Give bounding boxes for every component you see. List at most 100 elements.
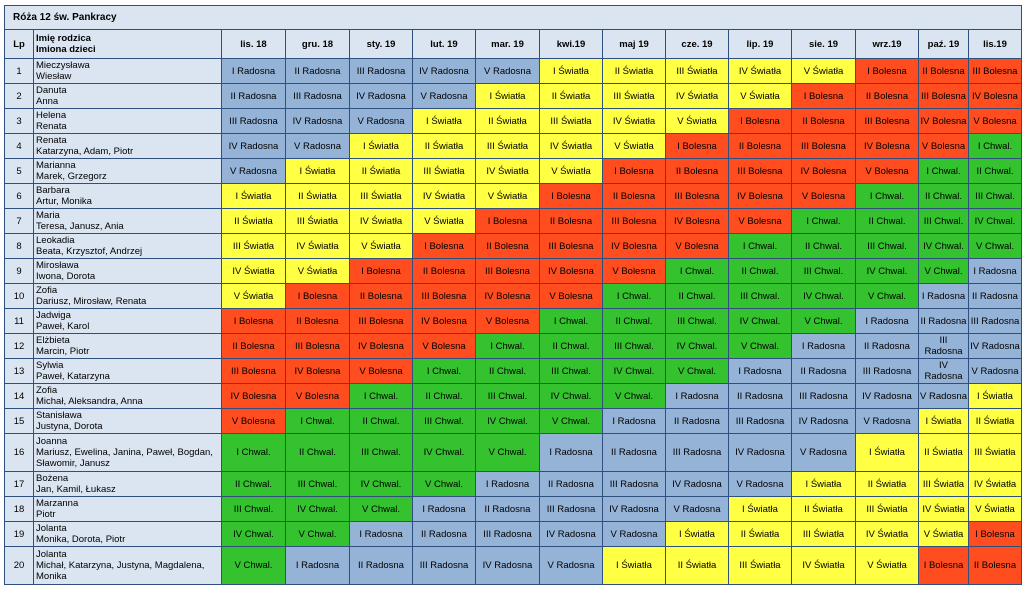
mystery-cell: II Chwal. bbox=[221, 471, 286, 497]
month-header: mar. 19 bbox=[475, 29, 540, 59]
mystery-cell: V Radosna bbox=[285, 133, 350, 159]
title-row: Róża 12 św. Pankracy bbox=[4, 5, 1022, 30]
mystery-cell: V Bolesna bbox=[221, 408, 286, 434]
mystery-cell: II Bolesna bbox=[221, 333, 286, 359]
parent-header: Imię rodzica bbox=[36, 33, 91, 44]
mystery-cell: III Radosna bbox=[665, 433, 729, 472]
mystery-cell: III Radosna bbox=[918, 333, 969, 359]
mystery-cell: IV Radosna bbox=[285, 108, 350, 134]
mystery-cell: II Bolesna bbox=[728, 133, 792, 159]
mystery-cell: I Światła bbox=[968, 383, 1022, 409]
mystery-cell: IV Chwal. bbox=[221, 521, 286, 547]
parent-name: Stanisława bbox=[36, 410, 82, 421]
parent-name: Jadwiga bbox=[36, 310, 71, 321]
mystery-cell: II Światła bbox=[918, 433, 969, 472]
mystery-cell: II Radosna bbox=[539, 471, 603, 497]
mystery-cell: V Bolesna bbox=[412, 333, 476, 359]
table-row: 20 Jolanta Michał, Katarzyna, Justyna, Mag… bbox=[4, 546, 1022, 585]
names-cell: Jolanta Michał, Katarzyna, Justyna, Magda… bbox=[33, 546, 222, 585]
mystery-cell: I Radosna bbox=[791, 333, 856, 359]
names-cell: Mieczysława Wiesław bbox=[33, 58, 222, 84]
mystery-cell: III Radosna bbox=[221, 108, 286, 134]
mystery-cell: I Radosna bbox=[665, 383, 729, 409]
row-number: 12 bbox=[4, 333, 34, 359]
mystery-cell: IV Radosna bbox=[968, 333, 1022, 359]
mystery-cell: IV Radosna bbox=[475, 546, 540, 585]
children-names: Michał, Aleksandra, Anna bbox=[36, 396, 143, 407]
parent-name: Sylwia bbox=[36, 360, 64, 371]
mystery-cell: III Chwal. bbox=[602, 333, 666, 359]
mystery-cell: V Radosna bbox=[602, 521, 666, 547]
names-cell: Joanna Mariusz, Ewelina, Janina, Paweł, B… bbox=[33, 433, 222, 472]
mystery-cell: III Światła bbox=[968, 433, 1022, 472]
mystery-cell: II Radosna bbox=[221, 83, 286, 109]
mystery-cell: II Chwal. bbox=[475, 358, 540, 384]
mystery-cell: III Światła bbox=[285, 208, 350, 234]
table-row: 4 Renata Katarzyna, Adam, Piotr IV Radosna V… bbox=[4, 133, 1022, 159]
mystery-cell: III Bolesna bbox=[791, 133, 856, 159]
mystery-cell: I Światła bbox=[475, 83, 540, 109]
mystery-cell: I Chwal. bbox=[412, 358, 476, 384]
mystery-cell: I Światła bbox=[602, 546, 666, 585]
parent-name: Bożena bbox=[36, 473, 69, 484]
names-cell: Danuta Anna bbox=[33, 83, 222, 109]
mystery-cell: III Światła bbox=[221, 233, 286, 259]
mystery-cell: III Radosna bbox=[728, 408, 792, 434]
mystery-cell: IV Chwal. bbox=[728, 308, 792, 334]
mystery-cell: III Chwal. bbox=[728, 283, 792, 309]
mystery-cell: I Radosna bbox=[412, 496, 476, 522]
parent-name: Danuta bbox=[36, 85, 67, 96]
mystery-cell: II Chwal. bbox=[791, 233, 856, 259]
mystery-cell: III Bolesna bbox=[539, 233, 603, 259]
mystery-cell: IV Światła bbox=[665, 83, 729, 109]
mystery-cell: II Chwal. bbox=[855, 208, 919, 234]
mystery-cell: II Radosna bbox=[918, 308, 969, 334]
mystery-cell: V Chwal. bbox=[475, 433, 540, 472]
mystery-cell: II Radosna bbox=[412, 521, 476, 547]
mystery-cell: V Bolesna bbox=[728, 208, 792, 234]
mystery-cell: V Chwal. bbox=[968, 233, 1022, 259]
mystery-cell: I Chwal. bbox=[968, 133, 1022, 159]
mystery-cell: IV Światła bbox=[285, 233, 350, 259]
mystery-cell: II Światła bbox=[539, 83, 603, 109]
parent-name: Jolanta bbox=[36, 523, 67, 534]
mystery-cell: I Radosna bbox=[539, 433, 603, 472]
mystery-cell: I Chwal. bbox=[475, 333, 540, 359]
mystery-cell: I Radosna bbox=[475, 471, 540, 497]
parent-name: Zofia bbox=[36, 385, 58, 396]
mystery-cell: IV Radosna bbox=[412, 58, 476, 84]
mystery-cell: III Radosna bbox=[602, 471, 666, 497]
mystery-cell: IV Światła bbox=[918, 496, 969, 522]
mystery-cell: II Bolesna bbox=[665, 158, 729, 184]
mystery-cell: IV Radosna bbox=[539, 521, 603, 547]
mystery-cell: IV Światła bbox=[968, 471, 1022, 497]
names-header: Imię rodzica Imiona dzieci bbox=[33, 29, 222, 59]
parent-name: Joanna bbox=[36, 436, 68, 447]
mystery-cell: V Bolesna bbox=[855, 158, 919, 184]
mystery-cell: II Światła bbox=[475, 108, 540, 134]
mystery-cell: II Chwal. bbox=[349, 408, 413, 434]
mystery-cell: V Chwal. bbox=[349, 496, 413, 522]
mystery-cell: IV Chwal. bbox=[918, 233, 969, 259]
row-number: 7 bbox=[4, 208, 34, 234]
mystery-cell: III Światła bbox=[665, 58, 729, 84]
mystery-cell: III Światła bbox=[349, 183, 413, 209]
mystery-cell: I Chwal. bbox=[728, 233, 792, 259]
mystery-cell: II Bolesna bbox=[968, 546, 1022, 585]
table-row: 9 Mirosława Iwona, Dorota IV Światła V Świat… bbox=[4, 258, 1022, 284]
mystery-cell: III Chwal. bbox=[539, 358, 603, 384]
mystery-cell: III Radosna bbox=[285, 83, 350, 109]
mystery-cell: III Bolesna bbox=[968, 58, 1022, 84]
mystery-cell: III Bolesna bbox=[475, 258, 540, 284]
mystery-cell: II Bolesna bbox=[918, 58, 969, 84]
mystery-cell: V Chwal. bbox=[221, 546, 286, 585]
month-header: kwi.19 bbox=[539, 29, 603, 59]
mystery-cell: IV Radosna bbox=[221, 133, 286, 159]
children-names: Monika, Dorota, Piotr bbox=[36, 534, 126, 545]
mystery-cell: I Światła bbox=[855, 433, 919, 472]
children-names: Justyna, Dorota bbox=[36, 421, 103, 432]
children-names: Beata, Krzysztof, Andrzej bbox=[36, 246, 143, 257]
mystery-cell: II Chwal. bbox=[412, 383, 476, 409]
mystery-cell: I Bolesna bbox=[475, 208, 540, 234]
mystery-cell: II Chwal. bbox=[918, 183, 969, 209]
